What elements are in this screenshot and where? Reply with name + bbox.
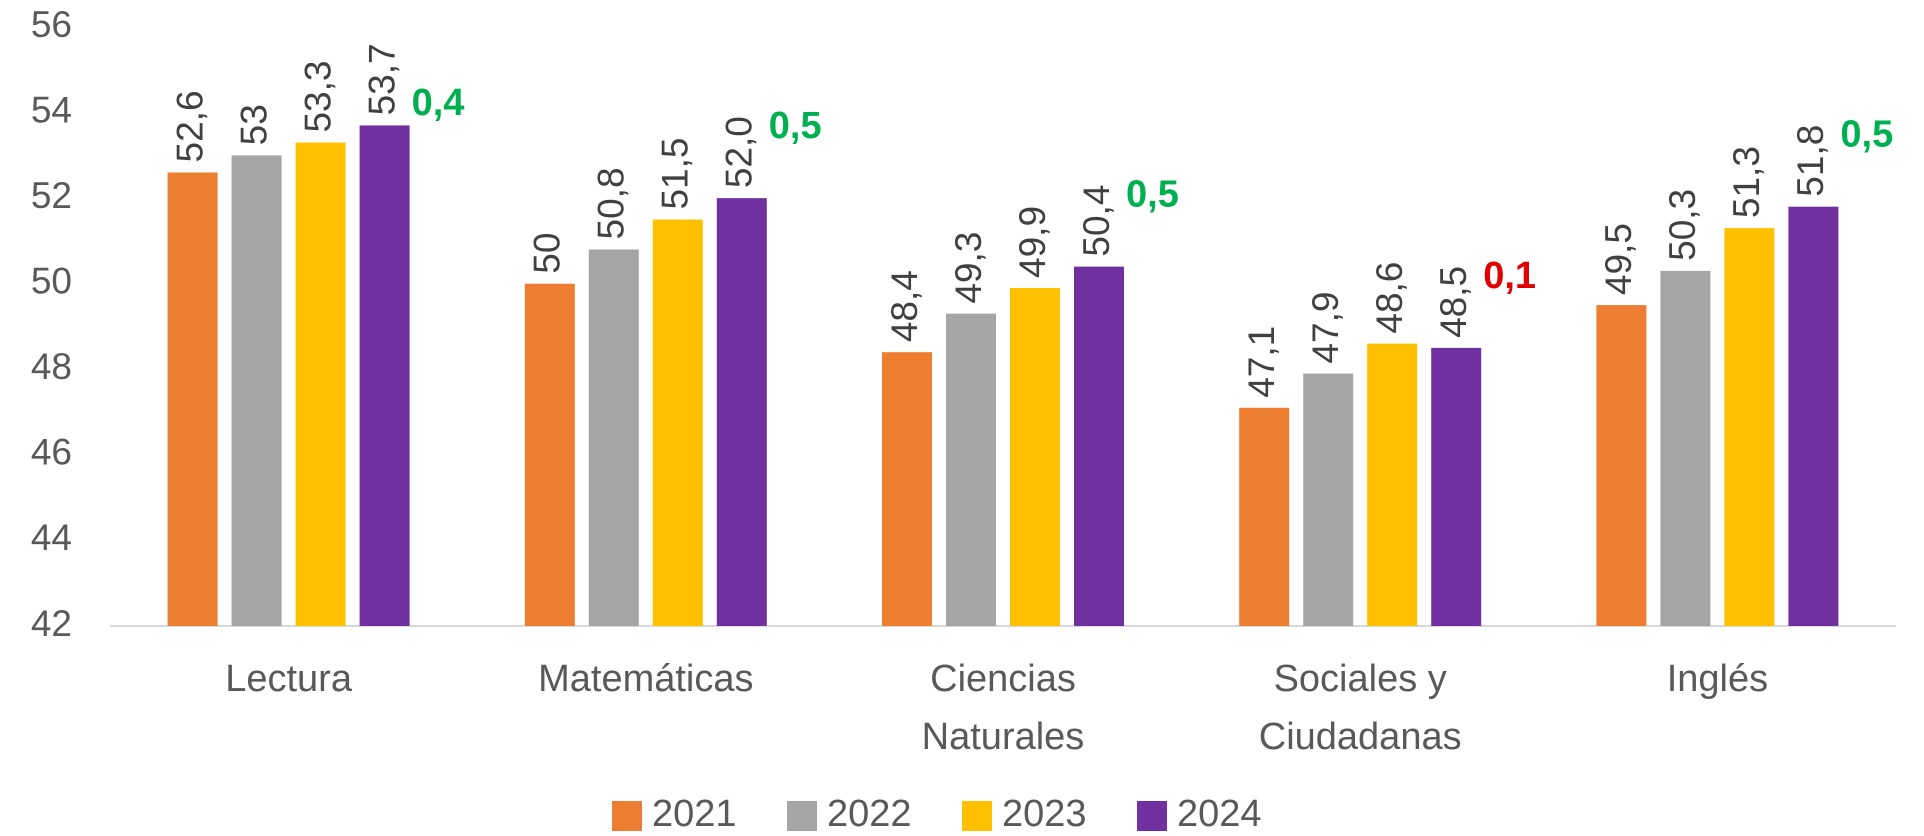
change-annotation: 0,4 (412, 82, 465, 124)
value-label: 52,0 (719, 116, 760, 188)
change-annotation: 0,1 (1483, 255, 1536, 297)
bar (588, 249, 639, 626)
value-label: 49,5 (1598, 223, 1639, 295)
bar (167, 172, 218, 626)
value-label: 53,3 (297, 61, 338, 133)
value-label: 48,4 (884, 270, 925, 342)
value-label: 50,4 (1076, 185, 1117, 257)
bar (1431, 347, 1482, 626)
value-label: 53,7 (361, 43, 402, 115)
legend-swatch (962, 801, 992, 831)
y-tick-label: 52 (31, 175, 72, 216)
legend-swatch (612, 801, 642, 831)
legend-label: 2022 (827, 793, 912, 835)
bar (295, 142, 346, 626)
y-tick-label: 46 (31, 432, 72, 473)
y-tick-label: 54 (31, 89, 72, 130)
value-label: 52,6 (169, 90, 210, 162)
x-tick-label: Lectura (225, 658, 352, 700)
y-tick-label: 44 (31, 517, 72, 558)
bar (1303, 373, 1354, 626)
bar (652, 219, 703, 627)
bar (1074, 266, 1124, 626)
y-tick-label: 50 (31, 260, 72, 301)
bar (1010, 287, 1060, 626)
bar (1596, 305, 1647, 626)
legend-swatch (787, 801, 817, 831)
value-label: 47,1 (1241, 326, 1282, 398)
bar (716, 198, 767, 626)
bar (882, 352, 932, 626)
value-label: 50 (527, 233, 568, 274)
value-label: 48,6 (1369, 262, 1410, 334)
bar (1724, 228, 1775, 627)
value-label: 51,3 (1726, 146, 1767, 218)
bar (1367, 343, 1418, 626)
bar (359, 125, 410, 627)
bar (1660, 270, 1711, 626)
value-label: 47,9 (1305, 292, 1346, 364)
y-tick-label: 48 (31, 346, 72, 387)
value-label: 51,5 (655, 138, 696, 210)
change-annotation: 0,5 (1840, 114, 1893, 156)
bar (231, 155, 282, 626)
bar (946, 313, 996, 626)
value-label: 53 (233, 104, 274, 145)
legend-label: 2021 (652, 793, 737, 835)
value-label: 50,8 (591, 167, 632, 239)
legend-label: 2024 (1177, 793, 1262, 835)
value-label: 48,5 (1433, 266, 1474, 338)
value-label: 49,9 (1012, 206, 1053, 278)
x-tick-label: Sociales y Ciudadanas (1258, 658, 1462, 758)
change-annotation: 0,5 (1126, 174, 1179, 216)
value-label: 49,3 (948, 232, 989, 304)
value-label: 50,3 (1662, 189, 1703, 261)
y-tick-label: 56 (31, 4, 72, 45)
bar (524, 283, 575, 626)
change-annotation: 0,5 (769, 105, 822, 147)
bar (1239, 407, 1290, 626)
legend-swatch (1137, 801, 1167, 831)
legend-label: 2023 (1002, 793, 1087, 835)
x-tick-label: Ciencias Naturales (921, 658, 1085, 758)
x-tick-label: Matemáticas (538, 658, 754, 700)
value-label: 51,8 (1790, 125, 1831, 197)
x-tick-label: Inglés (1666, 658, 1769, 700)
y-tick-label: 42 (31, 603, 72, 644)
bar (1788, 206, 1839, 626)
